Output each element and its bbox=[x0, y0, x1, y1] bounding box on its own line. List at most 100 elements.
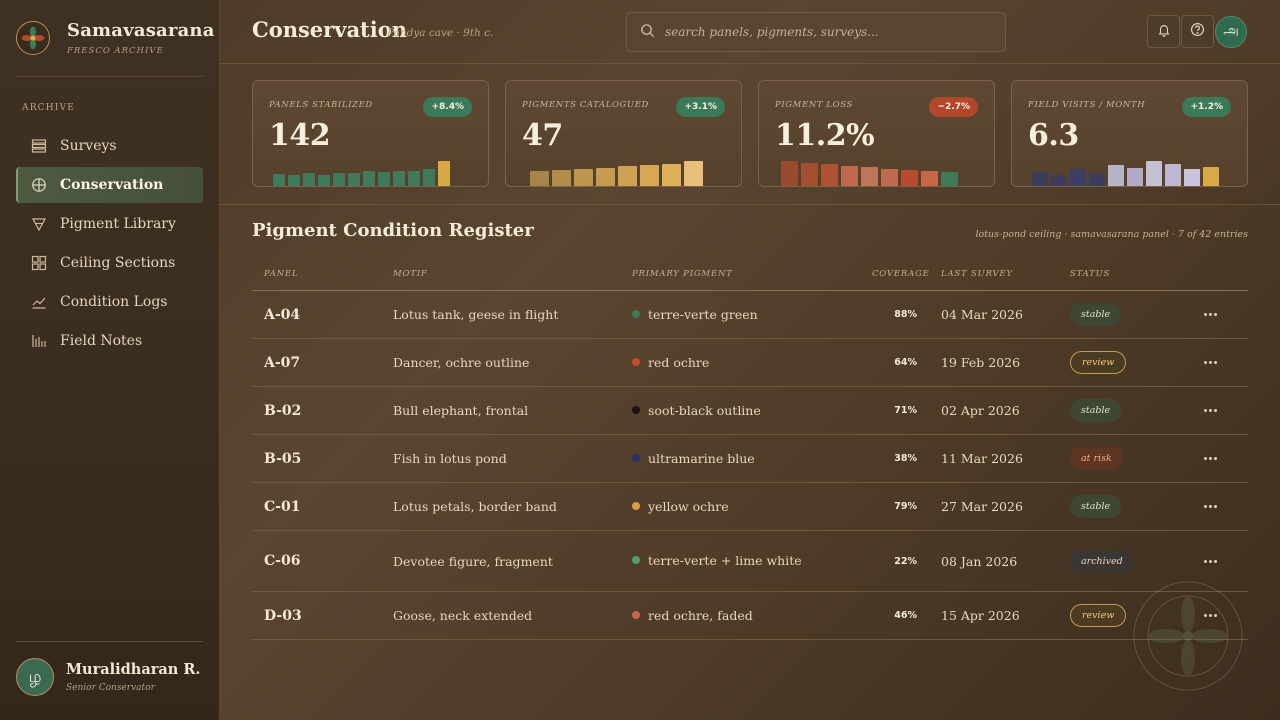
status-badge[interactable]: review bbox=[1070, 604, 1127, 627]
column-header-coverage[interactable]: COVERAGE bbox=[872, 269, 930, 279]
kpi-card-panels-stabilized[interactable]: PANELS STABILIZED 142 +8.4% bbox=[252, 80, 489, 187]
cell-last-survey: 04 Mar 2026 bbox=[941, 307, 1023, 322]
kpi-label: FIELD VISITS / MONTH bbox=[1028, 100, 1146, 110]
pigment-name: terre-verte green bbox=[648, 306, 758, 322]
cell-pigment: ultramarine blue bbox=[632, 435, 802, 482]
cell-pigment: red ochre, faded bbox=[632, 592, 802, 639]
brand-name: Samavasarana bbox=[67, 20, 215, 41]
row-actions-button[interactable] bbox=[1196, 483, 1224, 530]
cell-motif: Dancer, ochre outline bbox=[393, 355, 530, 370]
table-row[interactable]: C-06 Devotee figure, fragment terre-vert… bbox=[252, 531, 1248, 592]
account-avatar[interactable]: அ bbox=[1215, 16, 1247, 48]
row-actions-button[interactable] bbox=[1196, 339, 1224, 386]
sparkline-bar bbox=[530, 171, 549, 186]
table-row[interactable]: B-02 Bull elephant, frontal soot-black o… bbox=[252, 387, 1248, 435]
row-actions-button[interactable] bbox=[1196, 531, 1224, 591]
page-subtitle: Pandya cave · 9th c. bbox=[387, 27, 494, 39]
cell-pigment: soot-black outline bbox=[632, 387, 802, 434]
column-header-status[interactable]: STATUS bbox=[1070, 269, 1111, 279]
column-header-panel[interactable]: PANEL bbox=[264, 269, 299, 279]
cell-status: review bbox=[1070, 339, 1127, 386]
table-row[interactable]: D-03 Goose, neck extended red ochre, fad… bbox=[252, 592, 1248, 640]
sparkline-bar bbox=[363, 171, 375, 186]
sparkline-bar bbox=[318, 175, 330, 186]
status-badge[interactable]: stable bbox=[1070, 303, 1122, 326]
cell-motif: Fish in lotus pond bbox=[393, 451, 507, 466]
user-profile[interactable]: ழ Muralidharan R. Senior Conservator bbox=[16, 658, 200, 696]
sidebar-item-condition-logs[interactable]: Condition Logs bbox=[16, 284, 203, 320]
kpi-sparkline bbox=[530, 156, 706, 186]
cell-panel: D-03 bbox=[264, 607, 302, 624]
sidebar-divider bbox=[16, 76, 203, 77]
sparkline-bar bbox=[1146, 161, 1162, 186]
pigment-swatch-icon bbox=[632, 309, 640, 318]
cell-status: stable bbox=[1070, 291, 1122, 338]
status-badge[interactable]: archived bbox=[1070, 549, 1134, 573]
status-badge[interactable]: stable bbox=[1070, 399, 1122, 422]
column-header-last-survey[interactable]: LAST SURVEY bbox=[941, 269, 1013, 279]
sidebar-item-surveys[interactable]: Surveys bbox=[16, 128, 203, 164]
pigment-swatch-icon bbox=[632, 610, 640, 619]
status-badge[interactable]: at risk bbox=[1070, 447, 1123, 470]
help-icon bbox=[1190, 22, 1205, 41]
help-button[interactable] bbox=[1181, 15, 1214, 48]
brand[interactable]: Samavasarana FRESCO ARCHIVE bbox=[16, 20, 215, 56]
sidebar-item-conservation[interactable]: Conservation bbox=[16, 167, 203, 203]
cell-panel: A-07 bbox=[264, 354, 301, 371]
column-header-motif[interactable]: MOTIF bbox=[393, 269, 428, 279]
cell-pigment: terre-verte green bbox=[632, 291, 802, 338]
row-actions-button[interactable] bbox=[1196, 387, 1224, 434]
table-row[interactable]: A-07 Dancer, ochre outline red ochre 64%… bbox=[252, 339, 1248, 387]
search-input[interactable] bbox=[665, 25, 985, 39]
more-options-icon bbox=[1203, 505, 1218, 508]
bell-icon bbox=[1157, 22, 1171, 41]
row-actions-button[interactable] bbox=[1196, 291, 1224, 338]
sparkline-bar bbox=[941, 172, 958, 186]
pigment-name: ultramarine blue bbox=[648, 450, 755, 466]
kpi-card-pigments-catalogued[interactable]: PIGMENTS CATALOGUED 47 +3.1% bbox=[505, 80, 742, 187]
sparkline-bar bbox=[596, 168, 615, 186]
kpi-sparkline bbox=[781, 156, 961, 186]
table-title: Pigment Condition Register bbox=[252, 220, 534, 241]
sidebar-item-label: Field Notes bbox=[60, 333, 143, 349]
sidebar-item-pigment-library[interactable]: Pigment Library bbox=[16, 206, 203, 242]
table-row[interactable]: B-05 Fish in lotus pond ultramarine blue… bbox=[252, 435, 1248, 483]
sidebar: Samavasarana FRESCO ARCHIVE ARCHIVE Surv… bbox=[0, 0, 220, 720]
cell-last-survey: 15 Apr 2026 bbox=[941, 608, 1020, 623]
cell-coverage: 71% bbox=[894, 405, 917, 416]
sidebar-item-ceiling-sections[interactable]: Ceiling Sections bbox=[16, 245, 203, 281]
cell-last-survey: 08 Jan 2026 bbox=[941, 553, 1018, 569]
sparkline-bar bbox=[1127, 168, 1143, 186]
kpi-card-pigment-loss[interactable]: PIGMENT LOSS 11.2% −2.7% bbox=[758, 80, 995, 187]
row-actions-button[interactable] bbox=[1196, 592, 1224, 639]
sidebar-item-label: Condition Logs bbox=[60, 294, 168, 310]
row-actions-button[interactable] bbox=[1196, 435, 1224, 482]
status-badge[interactable]: stable bbox=[1070, 495, 1122, 518]
kpi-delta-badge: +3.1% bbox=[676, 97, 725, 117]
sidebar-item-label: Ceiling Sections bbox=[60, 255, 176, 271]
line-chart-icon bbox=[30, 293, 48, 311]
cell-last-survey: 02 Apr 2026 bbox=[941, 403, 1020, 418]
table-row[interactable]: A-04 Lotus tank, geese in flight terre-v… bbox=[252, 291, 1248, 339]
pigment-register-table: PANEL MOTIF PRIMARY PIGMENT COVERAGE LAS… bbox=[252, 258, 1248, 640]
sidebar-item-field-notes[interactable]: Field Notes bbox=[16, 323, 203, 359]
table-meta: lotus-pond ceiling · samavasarana panel … bbox=[975, 229, 1248, 240]
triangle-icon bbox=[30, 215, 48, 233]
kpi-value: 6.3 bbox=[1028, 118, 1079, 153]
search-box[interactable] bbox=[626, 12, 1006, 52]
sparkline-bar bbox=[574, 169, 593, 186]
notifications-button[interactable] bbox=[1147, 15, 1180, 48]
sparkline-bar bbox=[393, 171, 405, 186]
status-badge[interactable]: review bbox=[1070, 351, 1127, 374]
sparkline-bar bbox=[552, 170, 571, 186]
more-options-icon bbox=[1203, 457, 1218, 460]
table-row[interactable]: C-01 Lotus petals, border band yellow oc… bbox=[252, 483, 1248, 531]
brand-subtitle: FRESCO ARCHIVE bbox=[67, 46, 164, 56]
kpi-card-field-visits[interactable]: FIELD VISITS / MONTH 6.3 +1.2% bbox=[1011, 80, 1248, 187]
cell-status: at risk bbox=[1070, 435, 1123, 482]
layers-icon bbox=[30, 137, 48, 155]
column-header-pigment[interactable]: PRIMARY PIGMENT bbox=[632, 269, 733, 279]
kpi-delta-badge: +8.4% bbox=[423, 97, 472, 117]
sparkline-bar bbox=[1032, 172, 1048, 186]
sparkline-bar bbox=[1184, 169, 1200, 186]
